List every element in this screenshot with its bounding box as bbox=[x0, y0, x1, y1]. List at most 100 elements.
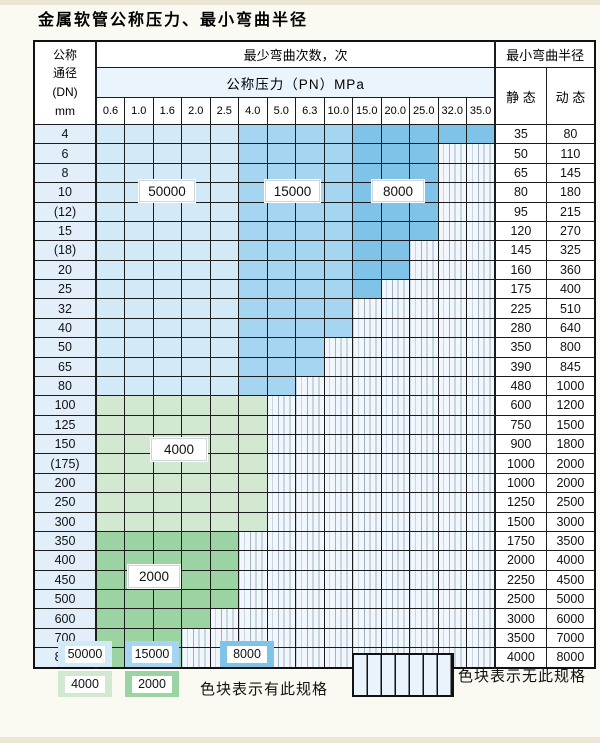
pressure-cell bbox=[238, 492, 268, 513]
pressure-cell bbox=[323, 433, 353, 455]
pressure-cell bbox=[152, 375, 182, 397]
pressure-cell bbox=[124, 201, 154, 222]
static-cell: 390 bbox=[494, 356, 547, 377]
static-cell: 3500 bbox=[494, 627, 547, 649]
pressure-cell bbox=[238, 123, 268, 145]
pressure-cell bbox=[266, 317, 296, 339]
dn-cell: 700 bbox=[33, 627, 97, 649]
pressure-cell bbox=[181, 201, 211, 222]
pressure-cell bbox=[380, 511, 410, 532]
dynamic-cell: 270 bbox=[545, 220, 596, 242]
pressure-cell bbox=[238, 259, 268, 281]
pressure-cell bbox=[266, 395, 296, 416]
pressure-cell bbox=[352, 530, 382, 552]
dynamic-cell: 640 bbox=[545, 317, 596, 339]
pressure-cell bbox=[238, 278, 268, 300]
pressure-cell bbox=[152, 298, 182, 319]
pressure-cell bbox=[323, 472, 353, 494]
pressure-cell bbox=[95, 511, 125, 532]
dynamic-cell: 400 bbox=[545, 278, 596, 300]
pressure-cell bbox=[95, 472, 125, 494]
pressure-cell bbox=[466, 240, 496, 261]
pressure-col-header: 20.0 bbox=[380, 97, 410, 125]
pressure-cell bbox=[238, 240, 268, 261]
cycle-count-label: 2000 bbox=[128, 565, 180, 588]
dn-cell: 15 bbox=[33, 220, 97, 242]
dn-cell: (12) bbox=[33, 201, 97, 222]
pressure-cell bbox=[437, 550, 467, 571]
pressure-cell bbox=[266, 201, 296, 222]
pressure-cell bbox=[409, 337, 439, 358]
pressure-cell bbox=[323, 414, 353, 436]
pressure-cell bbox=[181, 588, 211, 610]
pressure-cell bbox=[152, 259, 182, 281]
pressure-cell bbox=[181, 356, 211, 377]
pressure-cell bbox=[209, 647, 239, 668]
pressure-cell bbox=[124, 608, 154, 629]
pressure-cell bbox=[238, 337, 268, 358]
dynamic-cell: 2000 bbox=[545, 472, 596, 494]
table-row: 32 225 510 bbox=[33, 298, 596, 319]
pressure-cell bbox=[409, 317, 439, 339]
pressure-cell bbox=[266, 162, 296, 184]
table-row: (12) 95 215 bbox=[33, 201, 596, 222]
pressure-cell bbox=[352, 317, 382, 339]
pressure-cell bbox=[466, 588, 496, 610]
pressure-cell bbox=[323, 511, 353, 532]
pressure-cell bbox=[437, 608, 467, 629]
static-cell: 750 bbox=[494, 414, 547, 436]
static-cell: 80 bbox=[494, 182, 547, 203]
pressure-cell bbox=[266, 453, 296, 474]
legend-swatch-label: 4000 bbox=[65, 675, 105, 693]
dynamic-cell: 3500 bbox=[545, 530, 596, 552]
pressure-cell bbox=[352, 337, 382, 358]
table-row: 200 1000 2000 bbox=[33, 472, 596, 494]
dynamic-cell: 145 bbox=[545, 162, 596, 184]
pressure-cell bbox=[466, 162, 496, 184]
pressure-cell bbox=[181, 530, 211, 552]
pressure-col-header: 35.0 bbox=[466, 97, 497, 125]
dn-cell: 200 bbox=[33, 472, 97, 494]
pressure-cell bbox=[295, 453, 325, 474]
pressure-cell bbox=[238, 530, 268, 552]
legend-swatch-2000: 2000 bbox=[125, 671, 179, 697]
dn-cell: 8 bbox=[33, 162, 97, 184]
table-row: 6 50 110 bbox=[33, 143, 596, 164]
pressure-cell bbox=[152, 511, 182, 532]
pressure-cell bbox=[380, 356, 410, 377]
pressure-cell bbox=[380, 220, 410, 242]
pressure-cell bbox=[437, 143, 467, 164]
pressure-cell bbox=[352, 550, 382, 571]
pressure-cell bbox=[209, 240, 239, 261]
pressure-cell bbox=[181, 492, 211, 513]
dynamic-cell: 325 bbox=[545, 240, 596, 261]
pressure-cell bbox=[238, 356, 268, 377]
pressure-cell bbox=[437, 511, 467, 532]
pressure-cell bbox=[124, 337, 154, 358]
table-row: 25 175 400 bbox=[33, 278, 596, 300]
pressure-cell bbox=[380, 259, 410, 281]
pressure-col-header: 1.6 bbox=[152, 97, 182, 125]
dn-cell: 10 bbox=[33, 182, 97, 203]
pressure-cell bbox=[181, 317, 211, 339]
pressure-cell bbox=[437, 569, 467, 591]
static-cell: 2250 bbox=[494, 569, 547, 591]
pressure-cell bbox=[323, 569, 353, 591]
table-row: 4 35 80 bbox=[33, 123, 596, 145]
pressure-cell bbox=[352, 472, 382, 494]
pressure-cell bbox=[295, 220, 325, 242]
pressure-cell bbox=[152, 627, 182, 649]
dn-cell: 800 bbox=[33, 647, 97, 668]
pressure-cell bbox=[181, 123, 211, 145]
dynamic-cell: 800 bbox=[545, 337, 596, 358]
pressure-cell bbox=[295, 278, 325, 300]
pressure-cell bbox=[95, 182, 125, 203]
pressure-cell bbox=[209, 356, 239, 377]
pressure-cell bbox=[380, 337, 410, 358]
pressure-cell bbox=[466, 337, 496, 358]
pressure-cell bbox=[209, 375, 239, 397]
table-row: 40 280 640 bbox=[33, 317, 596, 339]
pressure-cell bbox=[323, 278, 353, 300]
pressure-cell bbox=[95, 492, 125, 513]
pressure-cell bbox=[181, 647, 211, 668]
